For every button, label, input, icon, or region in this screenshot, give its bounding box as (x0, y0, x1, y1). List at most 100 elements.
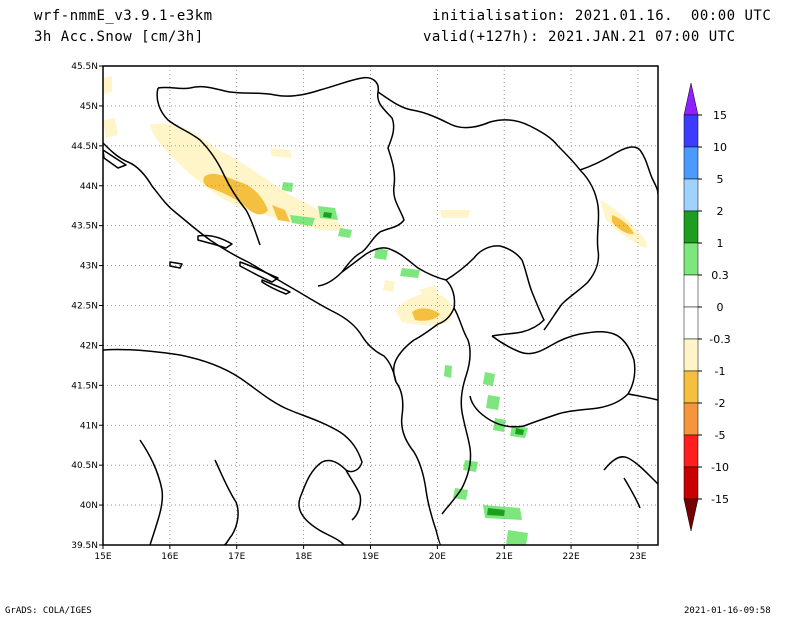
lat-tick-label: 39.5N (71, 541, 98, 551)
lon-tick-label: 22E (563, 552, 580, 562)
albania-border (392, 323, 439, 383)
snow-light-east (440, 210, 470, 218)
colorbar-label: -1 (715, 365, 726, 378)
lon-tick-label: 21E (496, 552, 513, 562)
model-title: wrf-nmmE_v3.9.1-e3km (34, 8, 213, 24)
colorbar-label: 5 (717, 173, 724, 186)
colorbar-label: -5 (715, 429, 726, 442)
snow-med-montenegro (412, 308, 440, 321)
colorbar-top-arrow (683, 82, 699, 116)
snow-green-4 (338, 228, 352, 238)
snow-med-bosnia2 (272, 205, 290, 222)
map-area (103, 66, 658, 545)
colorbar-segment (683, 338, 699, 372)
lat-tick-label: 45.5N (71, 62, 98, 72)
island-5 (169, 261, 183, 269)
lat-tick-label: 42.5N (71, 302, 98, 312)
island-3 (239, 261, 279, 283)
lat-tick-label: 44N (80, 182, 98, 192)
snow-light-kosovo (420, 285, 440, 303)
snow-light-nw (103, 118, 118, 138)
snow-green-1 (282, 182, 293, 192)
field-title: 3h Acc.Snow [cm/3h] (34, 29, 204, 45)
lat-tick-label: 40N (80, 501, 98, 511)
snow-med-bosnia (203, 173, 268, 215)
snow-light-croatia (150, 123, 345, 231)
bulgaria-border (579, 146, 658, 195)
albania-east (441, 307, 472, 515)
lat-tick-label: 44.5N (71, 142, 98, 152)
colorbar-bottom-arrow (683, 498, 699, 532)
colorbar-segment (683, 274, 699, 308)
lon-tick-label: 19E (362, 552, 379, 562)
colorbar-label: 1 (717, 237, 724, 250)
lat-tick-label: 41N (80, 421, 98, 431)
snow-dark-1 (323, 212, 332, 218)
snow-light-nw2 (103, 76, 112, 94)
lat-tick-label: 41.5N (71, 381, 98, 391)
snow-green-11 (463, 460, 478, 472)
lat-tick-label: 42N (80, 341, 98, 351)
bosnia-west (156, 87, 261, 246)
colorbar-segment (683, 242, 699, 276)
colorbar-label: -0.3 (709, 333, 730, 346)
snow-field (103, 76, 647, 545)
snow-dark-3 (515, 428, 524, 435)
init-time: initialisation: 2021.01.16. 00:00 UTC (432, 8, 772, 24)
serbia-east (543, 169, 600, 331)
colorbar-label: -10 (711, 461, 729, 474)
colorbar-segment (683, 178, 699, 212)
italy-heel (345, 469, 362, 521)
italy-gulf (214, 459, 239, 545)
snow-med-bulgaria (612, 215, 634, 235)
colorbar: 15 10 5 2 1 0.3 0 -0.3 -1 -2 -5 -10 -15 (683, 82, 731, 532)
snow-green-8 (486, 395, 500, 410)
italy-inner (139, 439, 164, 545)
greece-north (627, 393, 658, 401)
colorbar-segment (683, 146, 699, 180)
croatia-coast (103, 142, 397, 383)
lon-tick-label: 18E (295, 552, 312, 562)
coastlines-borders (103, 76, 658, 545)
colorbar-segment (683, 306, 699, 340)
greece-inner (623, 477, 641, 509)
colorbar-label: 0 (717, 301, 724, 314)
colorbar-label: 2 (717, 205, 724, 218)
island-4 (261, 279, 291, 295)
footer-credit: GrADS: COLA/IGES (5, 606, 92, 616)
lat-tick-label: 40.5N (71, 461, 98, 471)
snow-light-central (383, 280, 395, 292)
colorbar-segment (683, 210, 699, 244)
colorbar-segment (683, 466, 699, 500)
footer-timestamp: 2021-01-16-09:58 (684, 606, 771, 616)
colorbar-segment (683, 434, 699, 468)
italy-coast-east (103, 348, 363, 545)
snow-green-15 (444, 365, 452, 378)
snow-green-7 (483, 372, 495, 386)
lat-tick-label: 43N (80, 262, 98, 272)
colorbar-label: 10 (713, 141, 727, 154)
lat-tick-label: 43.5N (71, 222, 98, 232)
colorbar-label: 0.3 (711, 269, 729, 282)
snow-green-5 (374, 248, 388, 260)
lon-tick-label: 16E (161, 552, 178, 562)
lon-tick-label: 17E (228, 552, 245, 562)
snow-green-14 (506, 530, 528, 545)
snow-green-3 (290, 215, 315, 226)
lat-tick-label: 45N (80, 102, 98, 112)
lon-tick-label: 20E (429, 552, 446, 562)
snow-green-6 (400, 268, 420, 278)
colorbar-segment (683, 370, 699, 404)
bosnia-border (157, 76, 405, 287)
longitude-axis: 15E 16E 17E 18E 19E 20E 21E 22E 23E (94, 545, 647, 562)
colorbar-segment (683, 114, 699, 148)
macedonia-border (469, 330, 636, 428)
valid-time: valid(+127h): 2021.JAN.21 07:00 UTC (423, 29, 736, 45)
colorbar-segment (683, 402, 699, 436)
lon-tick-label: 15E (94, 552, 111, 562)
lon-tick-label: 23E (629, 552, 646, 562)
latitude-axis: 45.5N 45N 44.5N 44N 43.5N 43N 42.5N 42N 41.5N 41N… (71, 62, 103, 551)
albania-coast (395, 381, 442, 545)
kosovo-border (445, 245, 545, 337)
